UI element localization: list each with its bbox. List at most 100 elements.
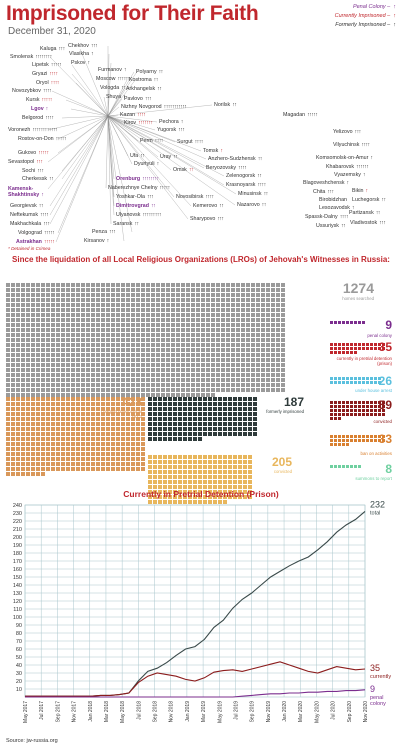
waffle-searches-cell <box>71 283 75 287</box>
waffle-house-arrest-cell <box>358 377 361 380</box>
waffle-searches-cell <box>141 363 145 367</box>
waffle-searches-cell <box>61 323 65 327</box>
waffle-searches-cell <box>126 298 130 302</box>
waffle-searches-cell <box>81 298 85 302</box>
leader-line <box>57 115 109 154</box>
waffle-searches-cell <box>221 363 225 367</box>
waffle-searches-cell <box>76 333 80 337</box>
waffle-searches-cell <box>161 358 165 362</box>
city-nizhny-novgorod: Nizhny Novgorod ↑↑↑↑↑↑↑↑↑↑↑ <box>121 104 187 110</box>
waffle-convicted-total-cell <box>218 455 222 459</box>
waffle-charged-cell <box>101 462 105 466</box>
waffle-searches-cell <box>111 383 115 387</box>
waffle-searches-cell <box>231 338 235 342</box>
waffle-charged-cell <box>16 472 20 476</box>
waffle-pretrial-cell <box>334 347 337 350</box>
prisoner-arrows: ↑ <box>106 238 110 244</box>
waffle-searches-cell <box>91 363 95 367</box>
waffle-convicted-total-cell <box>183 490 187 494</box>
waffle-searches-cell <box>146 353 150 357</box>
waffle-searches-cell <box>216 318 220 322</box>
waffle-searches-cell <box>91 348 95 352</box>
waffle-searches-cell <box>256 283 260 287</box>
waffle-convicted-total-cell <box>173 500 177 504</box>
waffle-searches-cell <box>176 318 180 322</box>
waffle-formerly-cell <box>173 422 177 426</box>
waffle-searches-cell <box>111 323 115 327</box>
waffle-searches-cell <box>76 343 80 347</box>
waffle-searches-cell <box>71 373 75 377</box>
waffle-searches-cell <box>81 373 85 377</box>
waffle-charged-cell <box>81 467 85 471</box>
waffle-searches-cell <box>216 353 220 357</box>
waffle-pretrial-cell <box>378 343 381 346</box>
waffle-charged-cell <box>126 422 130 426</box>
waffle-searches-cell <box>116 388 120 392</box>
waffle-searches-cell <box>31 378 35 382</box>
x-tick-label: Mar 2019 <box>201 701 207 722</box>
waffle-searches-cell <box>31 348 35 352</box>
waffle-searches-cell <box>211 313 215 317</box>
prisoner-arrows: ↑↑ <box>49 176 54 182</box>
waffle-searches-cell <box>36 353 40 357</box>
waffle-convicted-total-cell <box>173 480 177 484</box>
waffle-searches-cell <box>31 308 35 312</box>
waffle-searches-cell <box>11 323 15 327</box>
waffle-searches-cell <box>121 323 125 327</box>
waffle-charged-cell <box>131 417 135 421</box>
waffle-convicted-cell <box>330 401 333 404</box>
city-vologda: Vologda ↑↑ <box>100 85 126 91</box>
waffle-searches-cell <box>146 318 150 322</box>
waffle-searches-cell <box>136 353 140 357</box>
waffle-charged-cell <box>66 452 70 456</box>
waffle-searches-cell <box>266 373 270 377</box>
waffle-convicted-total-cell <box>243 470 247 474</box>
waffle-charged-cell <box>6 407 10 411</box>
waffle-searches-cell <box>176 298 180 302</box>
waffle-searches-cell <box>186 363 190 367</box>
y-tick-label: 190 <box>13 543 22 549</box>
waffle-searches-cell <box>146 383 150 387</box>
waffle-searches-cell <box>236 353 240 357</box>
city-name: Novosibirsk <box>176 194 204 200</box>
waffle-charged-cell <box>106 462 110 466</box>
waffle-charged-cell <box>96 442 100 446</box>
waffle-searches-cell <box>231 333 235 337</box>
waffle-searches-cell <box>106 338 110 342</box>
waffle-searches-cell <box>241 318 245 322</box>
waffle-searches-cell <box>6 338 10 342</box>
waffle-charged-cell <box>71 422 75 426</box>
waffle-searches-cell <box>171 333 175 337</box>
waffle-searches-cell <box>91 338 95 342</box>
waffle-searches-cell <box>211 318 215 322</box>
waffle-pretrial-cell <box>366 347 369 350</box>
waffle-searches-cell <box>196 308 200 312</box>
city-name: Lipetsk <box>32 62 49 68</box>
city-name: Pskov <box>71 60 86 66</box>
waffle-searches-cell <box>226 368 230 372</box>
waffle-searches-cell <box>31 383 35 387</box>
waffle-searches-cell <box>11 358 15 362</box>
city-cherkessk: Cherkessk ↑↑ <box>22 176 54 182</box>
series-end-value: 9 <box>370 684 375 694</box>
waffle-searches-cell <box>91 333 95 337</box>
waffle-formerly-cell <box>208 407 212 411</box>
waffle-convicted-cell <box>330 409 333 412</box>
waffle-searches-cell <box>256 293 260 297</box>
waffle-charged-cell <box>11 422 15 426</box>
city-name: Sharypovo <box>190 216 216 222</box>
waffle-searches-cell <box>191 283 195 287</box>
waffle-searches-cell <box>281 303 285 307</box>
waffle-charged-cell <box>51 467 55 471</box>
waffle-searches-cell <box>111 318 115 322</box>
waffle-formerly-cell <box>238 427 242 431</box>
waffle-searches-cell <box>151 298 155 302</box>
waffle-searches-cell <box>16 388 20 392</box>
waffle-formerly-cell <box>178 432 182 436</box>
waffle-searches-cell <box>86 318 90 322</box>
waffle-searches-cell <box>116 303 120 307</box>
waffle-house-arrest-cell <box>338 377 341 380</box>
waffle-searches-cell <box>226 363 230 367</box>
waffle-searches-cell <box>61 388 65 392</box>
waffle-searches-cell <box>281 378 285 382</box>
